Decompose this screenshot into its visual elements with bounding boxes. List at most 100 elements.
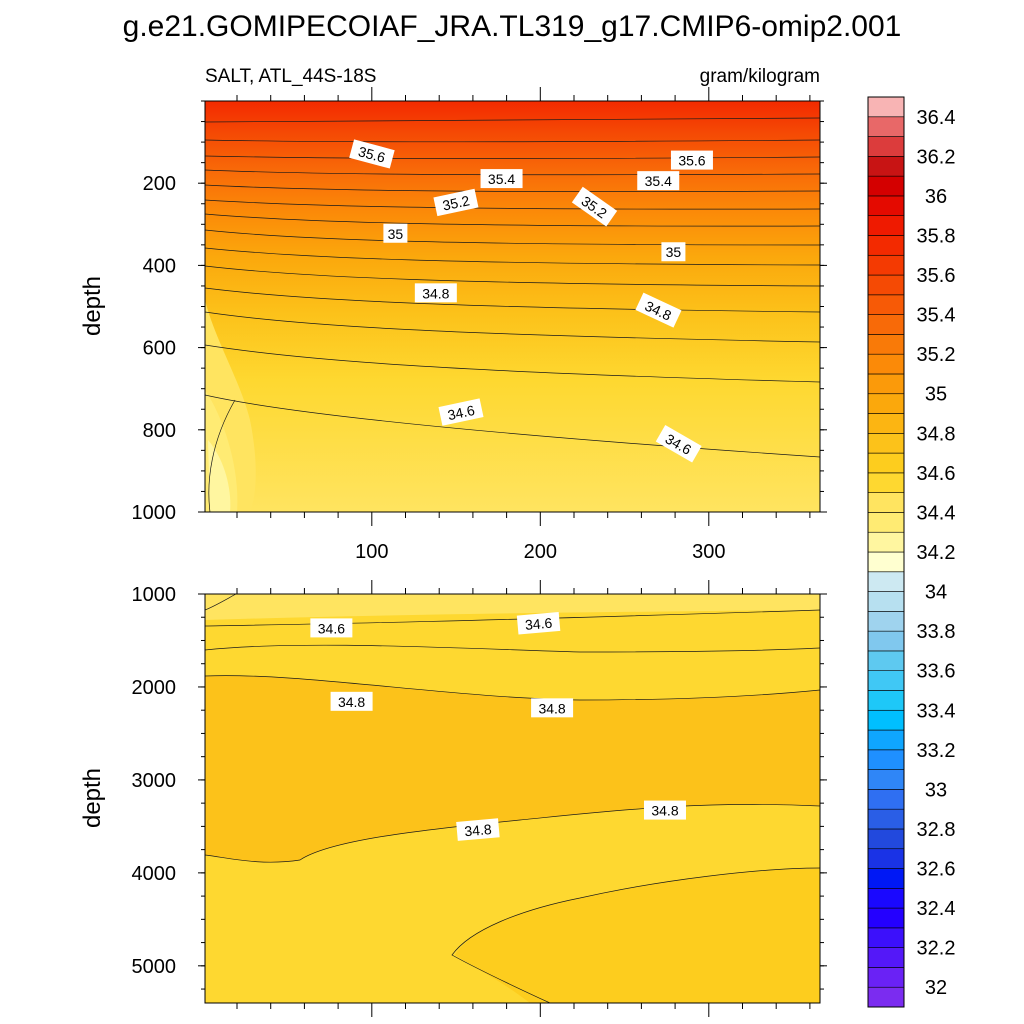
colorbar-cell: [867, 156, 905, 177]
colorbar-cell: [867, 808, 905, 830]
contour-label-box: [643, 800, 686, 820]
contour-label-text: 35.4: [488, 171, 515, 187]
colorbar: 32 32.2 32.4 32.6 32.8 33 33.2 33.4 33.6 33.8 34 34…: [867, 96, 956, 1008]
contour-label-text: 34.6: [318, 620, 345, 636]
contour-label-text: 35: [666, 244, 682, 260]
colorbar-cell: [867, 611, 905, 632]
contour-label-text: 34.6: [524, 615, 553, 633]
upper-contour-labels: 35.6 35.635.4 35.435.2 35.2353534.834.834.6…: [349, 139, 713, 463]
lower-y-axis: 1000 2000 3000 4000 5000: [132, 584, 827, 990]
colorbar-cell: [867, 927, 905, 948]
colorbar-tick-label: 34.2: [917, 542, 956, 564]
contour-label-box: [330, 691, 373, 711]
contour-label-box: [571, 186, 618, 227]
contour-label-text: 34.8: [338, 694, 365, 710]
colorbar-cell: [867, 670, 905, 691]
lower-panel-frame: [204, 593, 821, 1004]
lower-contour-labels: 34.6 34.6 34.8 34.8 34.8 34.8: [310, 611, 686, 841]
colorbar-cell: [867, 136, 905, 157]
colorbar-tick-label: 34.6: [917, 463, 956, 485]
contour-label-text: 35.6: [678, 153, 705, 169]
colorbar-tick-label: 32.4: [917, 898, 956, 920]
contour-label-box: [438, 398, 484, 426]
x-tick-label: 300: [692, 541, 725, 563]
colorbar-tick-label: 32.2: [917, 938, 956, 960]
colorbar-tick-label: 34: [925, 582, 947, 604]
colorbar-cell: [867, 235, 905, 256]
lower-panel: 34.6 34.6 34.8 34.8 34.8 34.8 1000 2000 3000 400…: [79, 580, 827, 1017]
y-tick-label: 200: [143, 173, 176, 195]
contour-label: 34.8: [643, 800, 686, 820]
colorbar-cell: [867, 630, 905, 652]
x-tick-label: 100: [355, 541, 388, 563]
y-tick-label: 5000: [132, 956, 177, 978]
colorbar-tick-label: 35.2: [917, 344, 956, 366]
colorbar-tick-label: 32.6: [917, 859, 956, 881]
contour-label-box: [516, 611, 561, 635]
y-tick-label: 600: [143, 338, 176, 360]
contour-label-box: [383, 223, 408, 243]
upper-y-axis-title: depth: [79, 276, 106, 336]
contour-label-box: [310, 618, 353, 638]
contour-label-box: [433, 188, 479, 217]
contour-label-box: [456, 818, 500, 841]
y-tick-label: 3000: [132, 770, 177, 792]
contour-label-box: [637, 171, 680, 191]
colorbar-tick-label: 35: [925, 384, 947, 406]
colorbar-cell: [867, 650, 905, 671]
contour-label-text: 34.6: [446, 402, 476, 423]
y-tick-label: 800: [143, 420, 176, 442]
colorbar-tick-label: 35.6: [917, 265, 956, 287]
colorbar-tick-label: 33: [925, 779, 947, 801]
contour-label: 34.8: [414, 283, 457, 303]
colorbar-cell: [867, 314, 905, 335]
lower-panel-fill: [205, 594, 820, 1003]
colorbar-cell: [867, 709, 905, 731]
colorbar-cell: [867, 749, 905, 770]
colorbar-cell: [867, 828, 905, 850]
colorbar-tick-label: 33.2: [917, 740, 956, 762]
y-tick-label: 4000: [132, 863, 177, 885]
contour-label: 35.6: [670, 150, 713, 170]
contour-label-text: 34.8: [651, 803, 678, 819]
colorbar-cell: [867, 294, 905, 315]
colorbar-tick-label: 36.4: [917, 107, 956, 129]
colorbar-cell: [867, 947, 905, 968]
contour-label-box: [414, 283, 457, 303]
y-tick-label: 400: [143, 255, 176, 277]
colorbar-cell: [867, 353, 905, 375]
contour-label: 35.4: [480, 169, 523, 189]
contour-label-text: 34.8: [464, 821, 493, 839]
colorbar-tick-label: 34.8: [917, 423, 956, 445]
colorbar-tick-label: 35.8: [917, 225, 956, 247]
contour-label-box: [635, 292, 682, 328]
y-tick-label: 1000: [132, 584, 177, 606]
colorbar-cell: [867, 769, 905, 790]
contour-label: 35: [383, 223, 408, 243]
colorbar-cell: [867, 512, 905, 533]
colorbar-cell: [867, 848, 905, 869]
colorbar-cell: [867, 531, 905, 553]
lower-x-axis: [236, 580, 811, 1017]
contour-label-text: 35.6: [357, 143, 388, 166]
colorbar-cell: [867, 868, 905, 889]
colorbar-tick-label: 35.4: [917, 305, 956, 327]
contour-label: 34.6: [516, 611, 561, 635]
units-label: gram/kilogram: [700, 66, 820, 87]
colorbar-tick-label: 32.8: [917, 819, 956, 841]
colorbar-cell: [867, 986, 905, 1008]
colorbar-tick-label: 33.4: [917, 700, 956, 722]
colorbar-cell: [867, 452, 905, 474]
colorbar-cell: [867, 116, 905, 137]
colorbar-tick-label: 36.2: [917, 146, 956, 168]
contour-label-box: [655, 425, 702, 463]
colorbar-cell: [867, 492, 905, 513]
contour-label-text: 35.2: [441, 192, 471, 213]
contour-label: 34.6: [438, 398, 484, 426]
lower-y-axis-title: depth: [79, 768, 106, 828]
colorbar-cell: [867, 175, 905, 197]
contour-label-box: [480, 169, 523, 189]
upper-contour-lines: [205, 117, 820, 512]
contour-label: 35.2: [433, 188, 479, 217]
contour-label: 34.8: [330, 691, 373, 711]
